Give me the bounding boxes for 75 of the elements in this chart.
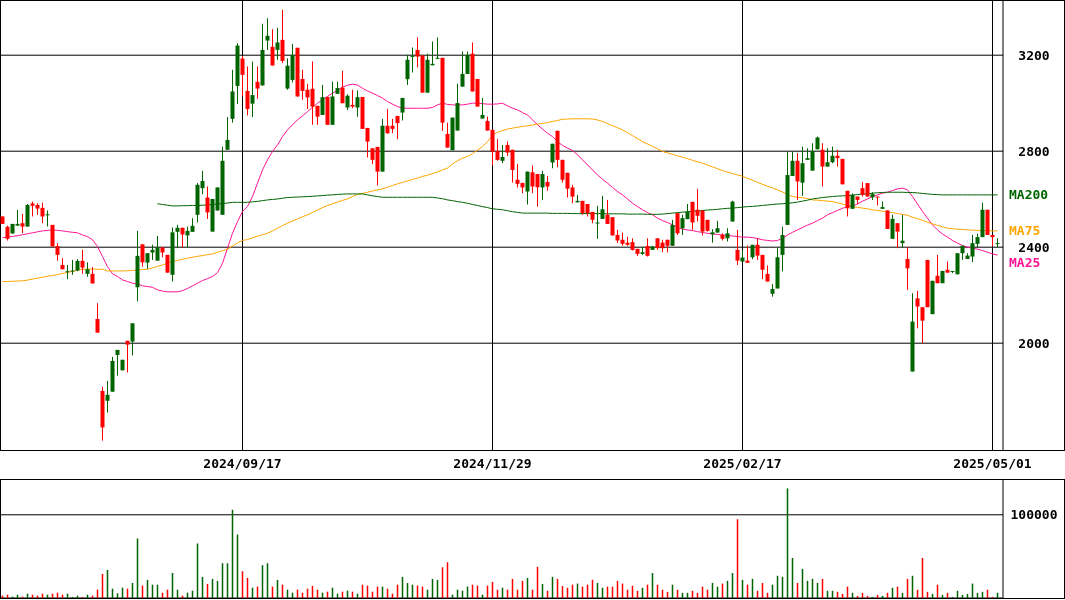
candlestick bbox=[320, 84, 325, 116]
candlestick bbox=[40, 202, 45, 224]
candlestick bbox=[645, 237, 650, 258]
candlestick bbox=[245, 65, 250, 116]
candlestick bbox=[670, 219, 675, 247]
candlestick bbox=[495, 138, 500, 162]
candlestick bbox=[255, 65, 260, 100]
candlestick bbox=[250, 61, 255, 118]
candlestick bbox=[435, 36, 440, 60]
candlestick bbox=[175, 224, 180, 249]
candlestick bbox=[540, 170, 545, 201]
candlestick bbox=[280, 9, 285, 64]
candlestick bbox=[70, 259, 75, 276]
candlestick bbox=[125, 340, 130, 373]
candlestick bbox=[825, 147, 830, 168]
candlestick bbox=[350, 89, 355, 109]
candlestick bbox=[890, 214, 895, 240]
candlestick bbox=[460, 51, 465, 88]
line-series bbox=[2, 83, 998, 293]
y-tick-label: 3200 bbox=[1018, 47, 1050, 63]
candlestick bbox=[845, 190, 850, 217]
candlestick bbox=[445, 122, 450, 149]
candlestick bbox=[225, 116, 230, 151]
candlestick bbox=[205, 185, 210, 220]
candlestick bbox=[105, 380, 110, 414]
y-tick-label: 2400 bbox=[1018, 239, 1050, 255]
candlestick bbox=[240, 55, 245, 97]
candlestick bbox=[465, 51, 470, 75]
candlestick bbox=[675, 212, 680, 236]
x-tick-label: 2024/11/29 bbox=[453, 455, 532, 471]
candlestick bbox=[915, 290, 920, 329]
candlestick bbox=[810, 142, 815, 172]
candlestick bbox=[65, 264, 70, 280]
candlestick bbox=[140, 243, 145, 268]
x-tick-label: 2025/02/17 bbox=[703, 455, 782, 471]
candlestick bbox=[20, 213, 25, 234]
series-label: MA200 bbox=[1009, 187, 1049, 203]
candlestick bbox=[795, 152, 800, 201]
candlestick bbox=[155, 235, 160, 262]
candlestick bbox=[270, 28, 275, 67]
y-tick-label: 2800 bbox=[1018, 143, 1050, 159]
candlestick bbox=[735, 229, 740, 266]
candlestick bbox=[525, 171, 530, 205]
candlestick bbox=[80, 249, 85, 275]
candlestick bbox=[895, 222, 900, 249]
candlestick bbox=[340, 70, 345, 104]
candlestick bbox=[115, 349, 120, 377]
candlestick bbox=[535, 173, 540, 208]
x-tick-label: 2025/05/01 bbox=[953, 455, 1032, 471]
candlestick bbox=[550, 143, 555, 169]
y-tick-label: 2000 bbox=[1018, 335, 1050, 351]
line-series bbox=[2, 118, 998, 283]
candlestick bbox=[410, 47, 415, 73]
candlestick bbox=[130, 322, 135, 356]
candlestick bbox=[820, 142, 825, 187]
candlestick bbox=[905, 246, 910, 291]
candlestick bbox=[275, 27, 280, 61]
candlestick bbox=[780, 226, 785, 272]
series-label: MA25 bbox=[1009, 254, 1041, 270]
y-tick-label: 100000 bbox=[1010, 507, 1058, 523]
candlestick bbox=[25, 203, 30, 228]
candlestick bbox=[885, 209, 890, 230]
candlestick bbox=[405, 54, 410, 86]
candlestick bbox=[920, 306, 925, 344]
candlestick bbox=[480, 97, 485, 120]
candlestick bbox=[935, 254, 940, 284]
candlestick bbox=[355, 89, 360, 118]
candlestick bbox=[95, 302, 100, 334]
x-tick-label: 2024/09/17 bbox=[203, 455, 282, 471]
candlestick bbox=[800, 146, 805, 197]
candlestick bbox=[45, 209, 50, 228]
candlestick bbox=[500, 144, 505, 164]
series-label: MA75 bbox=[1009, 223, 1041, 239]
candlestick bbox=[265, 17, 270, 51]
candlestick bbox=[510, 149, 515, 184]
